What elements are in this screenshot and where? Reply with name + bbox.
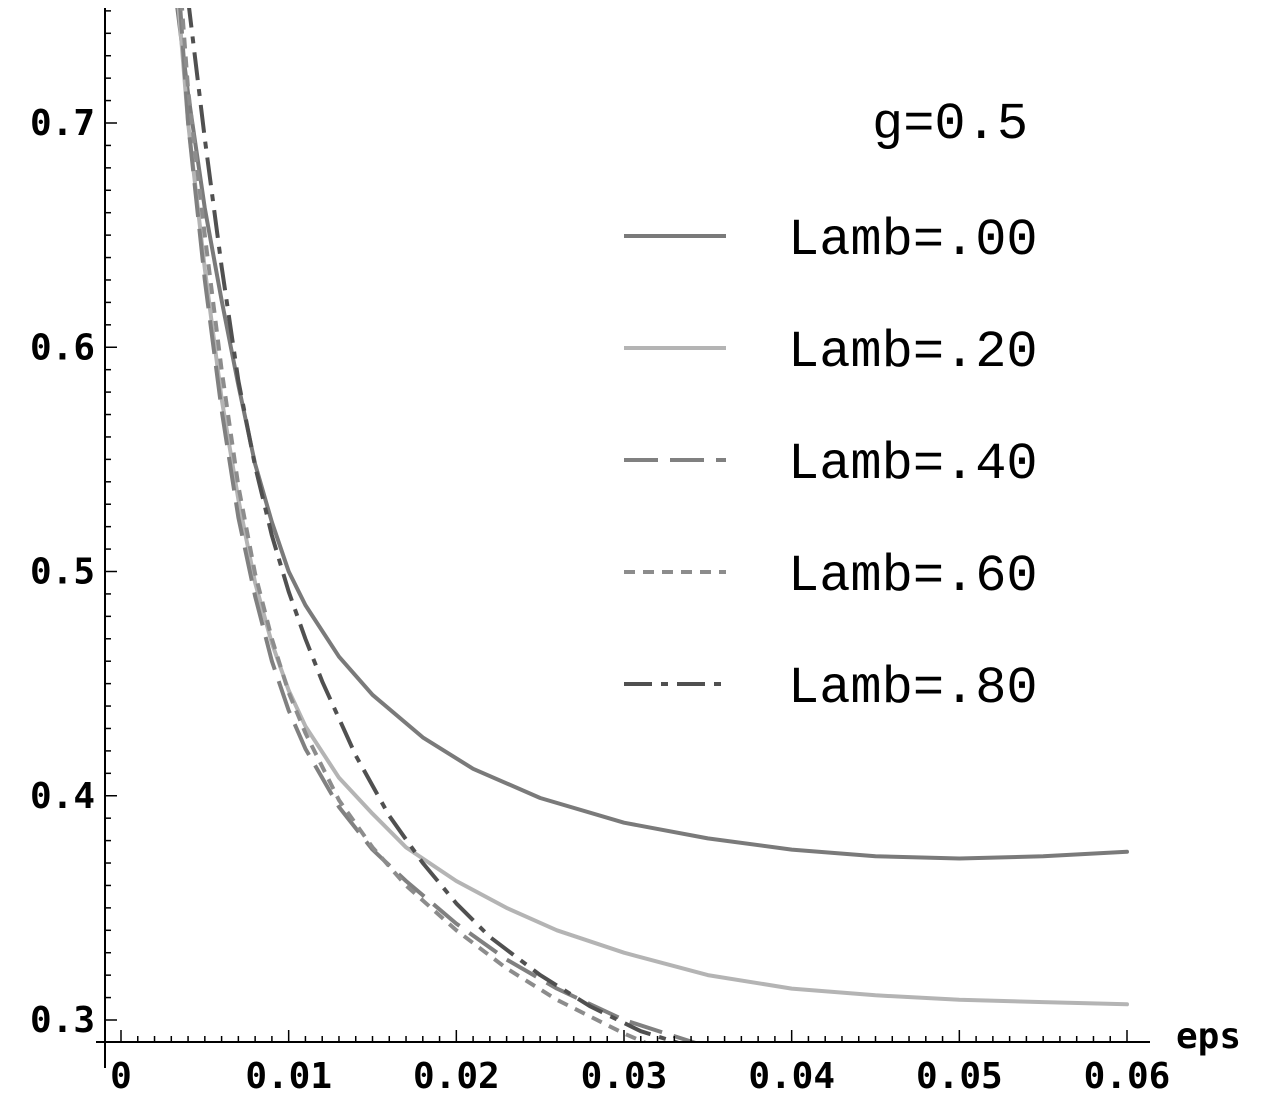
- legend-label-4: Lamb=.80: [788, 659, 1038, 718]
- x-axis-label: eps: [1176, 1016, 1241, 1057]
- y-ticks: 0.3 0.4 0.5 0.6 0.7: [30, 10, 117, 1041]
- plot-curves: [175, 8, 1129, 1042]
- legend-label-3: Lamb=.60: [788, 547, 1038, 606]
- legend-label-0: Lamb=.00: [788, 211, 1038, 270]
- y-tick-label: 0.7: [30, 103, 95, 144]
- x-ticks: 0 0.01 0.02 0.03 0.04 0.05 0.06: [110, 1030, 1170, 1097]
- x-tick-label: 0.05: [916, 1056, 1003, 1097]
- y-tick-label: 0.3: [30, 1000, 95, 1041]
- y-tick-label: 0.6: [30, 327, 95, 368]
- x-tick-label: 0.01: [245, 1056, 332, 1097]
- axes: 0 0.01 0.02 0.03 0.04 0.05 0.06 0.30.40.50.60.…: [30, 8, 1241, 1097]
- x-tick-label: 0.04: [748, 1056, 835, 1097]
- series-line-4: [187, 8, 683, 1042]
- x-tick-label: 0.02: [413, 1056, 500, 1097]
- series-line-0: [175, 8, 1129, 861]
- x-tick-label: 0.03: [581, 1056, 668, 1097]
- x-tick-label: 0.06: [1084, 1056, 1171, 1097]
- chart-annotation: g=0.5: [872, 95, 1028, 154]
- series-line-1: [176, 8, 1129, 1007]
- y-tick-label: 0.5: [30, 552, 95, 593]
- legend: Lamb=.00 Lamb=.20 Lamb=.40 Lamb=.60 Lamb=.80: [624, 211, 1038, 718]
- legend-label-1: Lamb=.20: [788, 323, 1038, 382]
- series-line-3: [180, 8, 649, 1042]
- legend-label-2: Lamb=.40: [788, 435, 1038, 494]
- y-tick-label: 0.4: [30, 776, 95, 817]
- x-tick-label: 0: [110, 1056, 132, 1097]
